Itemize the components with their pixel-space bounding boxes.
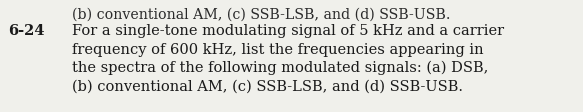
Text: For a single-tone modulating signal of 5 kHz and a carrier: For a single-tone modulating signal of 5… [72, 24, 504, 38]
Text: 6-24: 6-24 [8, 24, 44, 38]
Text: (b) conventional AM, (c) SSB-LSB, and (d) SSB-USB.: (b) conventional AM, (c) SSB-LSB, and (d… [72, 80, 463, 94]
Text: (b) conventional AM, (c) SSB-LSB, and (d) SSB-USB.: (b) conventional AM, (c) SSB-LSB, and (d… [72, 8, 451, 22]
Text: the spectra of the following modulated signals: (a) DSB,: the spectra of the following modulated s… [72, 61, 489, 75]
Text: frequency of 600 kHz, list the frequencies appearing in: frequency of 600 kHz, list the frequenci… [72, 42, 484, 56]
